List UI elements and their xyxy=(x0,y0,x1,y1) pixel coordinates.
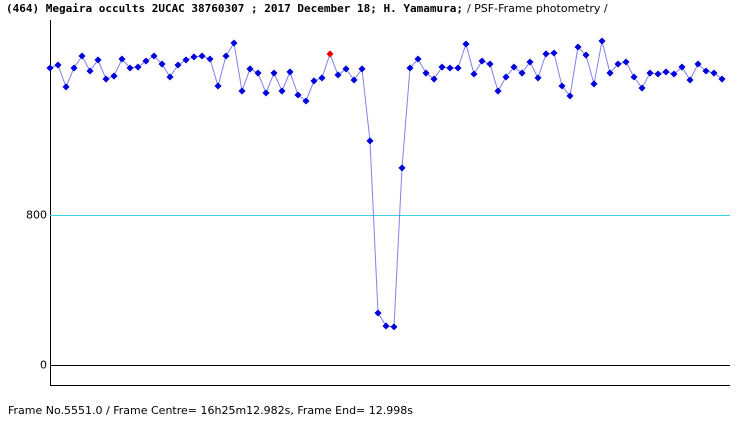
data-point xyxy=(502,73,510,81)
data-point xyxy=(630,73,638,81)
data-point xyxy=(534,74,542,82)
y-tick-label: 800 xyxy=(26,209,47,222)
data-point xyxy=(486,60,494,68)
data-point xyxy=(102,75,110,83)
data-point xyxy=(598,37,606,45)
data-point xyxy=(710,69,718,77)
data-point xyxy=(558,82,566,90)
data-point xyxy=(390,323,398,331)
data-point xyxy=(150,52,158,60)
data-point xyxy=(526,58,534,66)
data-point xyxy=(382,322,390,330)
data-point xyxy=(686,76,694,84)
footer: Frame No.5551.0 / Frame Centre= 16h25m12… xyxy=(8,404,413,417)
data-point xyxy=(182,56,190,64)
data-point xyxy=(222,52,230,60)
data-point xyxy=(430,75,438,83)
data-point xyxy=(110,72,118,80)
data-point xyxy=(678,63,686,71)
data-point xyxy=(518,69,526,77)
data-point xyxy=(134,63,142,71)
data-point xyxy=(638,84,646,92)
data-point xyxy=(414,55,422,63)
data-point xyxy=(142,57,150,65)
data-point xyxy=(718,75,726,83)
data-point xyxy=(350,76,358,84)
data-point xyxy=(238,87,246,95)
data-point xyxy=(470,70,478,78)
data-point xyxy=(334,71,342,79)
data-point xyxy=(478,57,486,65)
chart-subtitle: / PSF-Frame photometry / xyxy=(467,2,608,15)
data-point xyxy=(670,70,678,78)
data-point xyxy=(694,60,702,68)
data-point xyxy=(86,67,94,75)
data-point xyxy=(542,50,550,58)
data-point xyxy=(126,64,134,72)
data-point xyxy=(254,69,262,77)
data-point xyxy=(422,69,430,77)
data-point xyxy=(342,65,350,73)
data-point xyxy=(646,69,654,77)
data-point xyxy=(374,309,382,317)
data-point xyxy=(550,49,558,57)
data-point xyxy=(398,164,406,172)
data-point xyxy=(574,43,582,51)
data-point xyxy=(358,65,366,73)
data-point xyxy=(462,40,470,48)
data-point xyxy=(326,50,334,58)
data-point xyxy=(278,87,286,95)
data-point xyxy=(206,55,214,63)
data-point xyxy=(366,137,374,145)
data-point xyxy=(406,64,414,72)
data-point xyxy=(590,80,598,88)
data-point xyxy=(446,64,454,72)
data-point xyxy=(190,53,198,61)
data-point xyxy=(662,68,670,76)
data-point xyxy=(606,69,614,77)
data-point xyxy=(230,39,238,47)
data-point xyxy=(566,92,574,100)
data-point xyxy=(286,68,294,76)
data-point xyxy=(582,51,590,59)
data-point xyxy=(438,63,446,71)
data-point xyxy=(494,87,502,95)
data-point xyxy=(70,64,78,72)
data-point xyxy=(310,77,318,85)
data-point xyxy=(318,74,326,82)
data-point xyxy=(614,60,622,68)
data-point xyxy=(622,58,630,66)
data-point xyxy=(454,64,462,72)
data-point xyxy=(262,89,270,97)
y-tick-label: 0 xyxy=(40,359,47,372)
data-point xyxy=(702,67,710,75)
data-point xyxy=(174,61,182,69)
data-point xyxy=(198,52,206,60)
data-point xyxy=(302,97,310,105)
data-point xyxy=(654,70,662,78)
data-point xyxy=(214,82,222,90)
data-point xyxy=(246,65,254,73)
data-point xyxy=(158,60,166,68)
data-point xyxy=(294,91,302,99)
data-point xyxy=(510,63,518,71)
data-point xyxy=(270,69,278,77)
chart-title: (464) Megaira occults 2UCAC 38760307 ; 2… xyxy=(6,2,463,15)
data-point xyxy=(166,73,174,81)
